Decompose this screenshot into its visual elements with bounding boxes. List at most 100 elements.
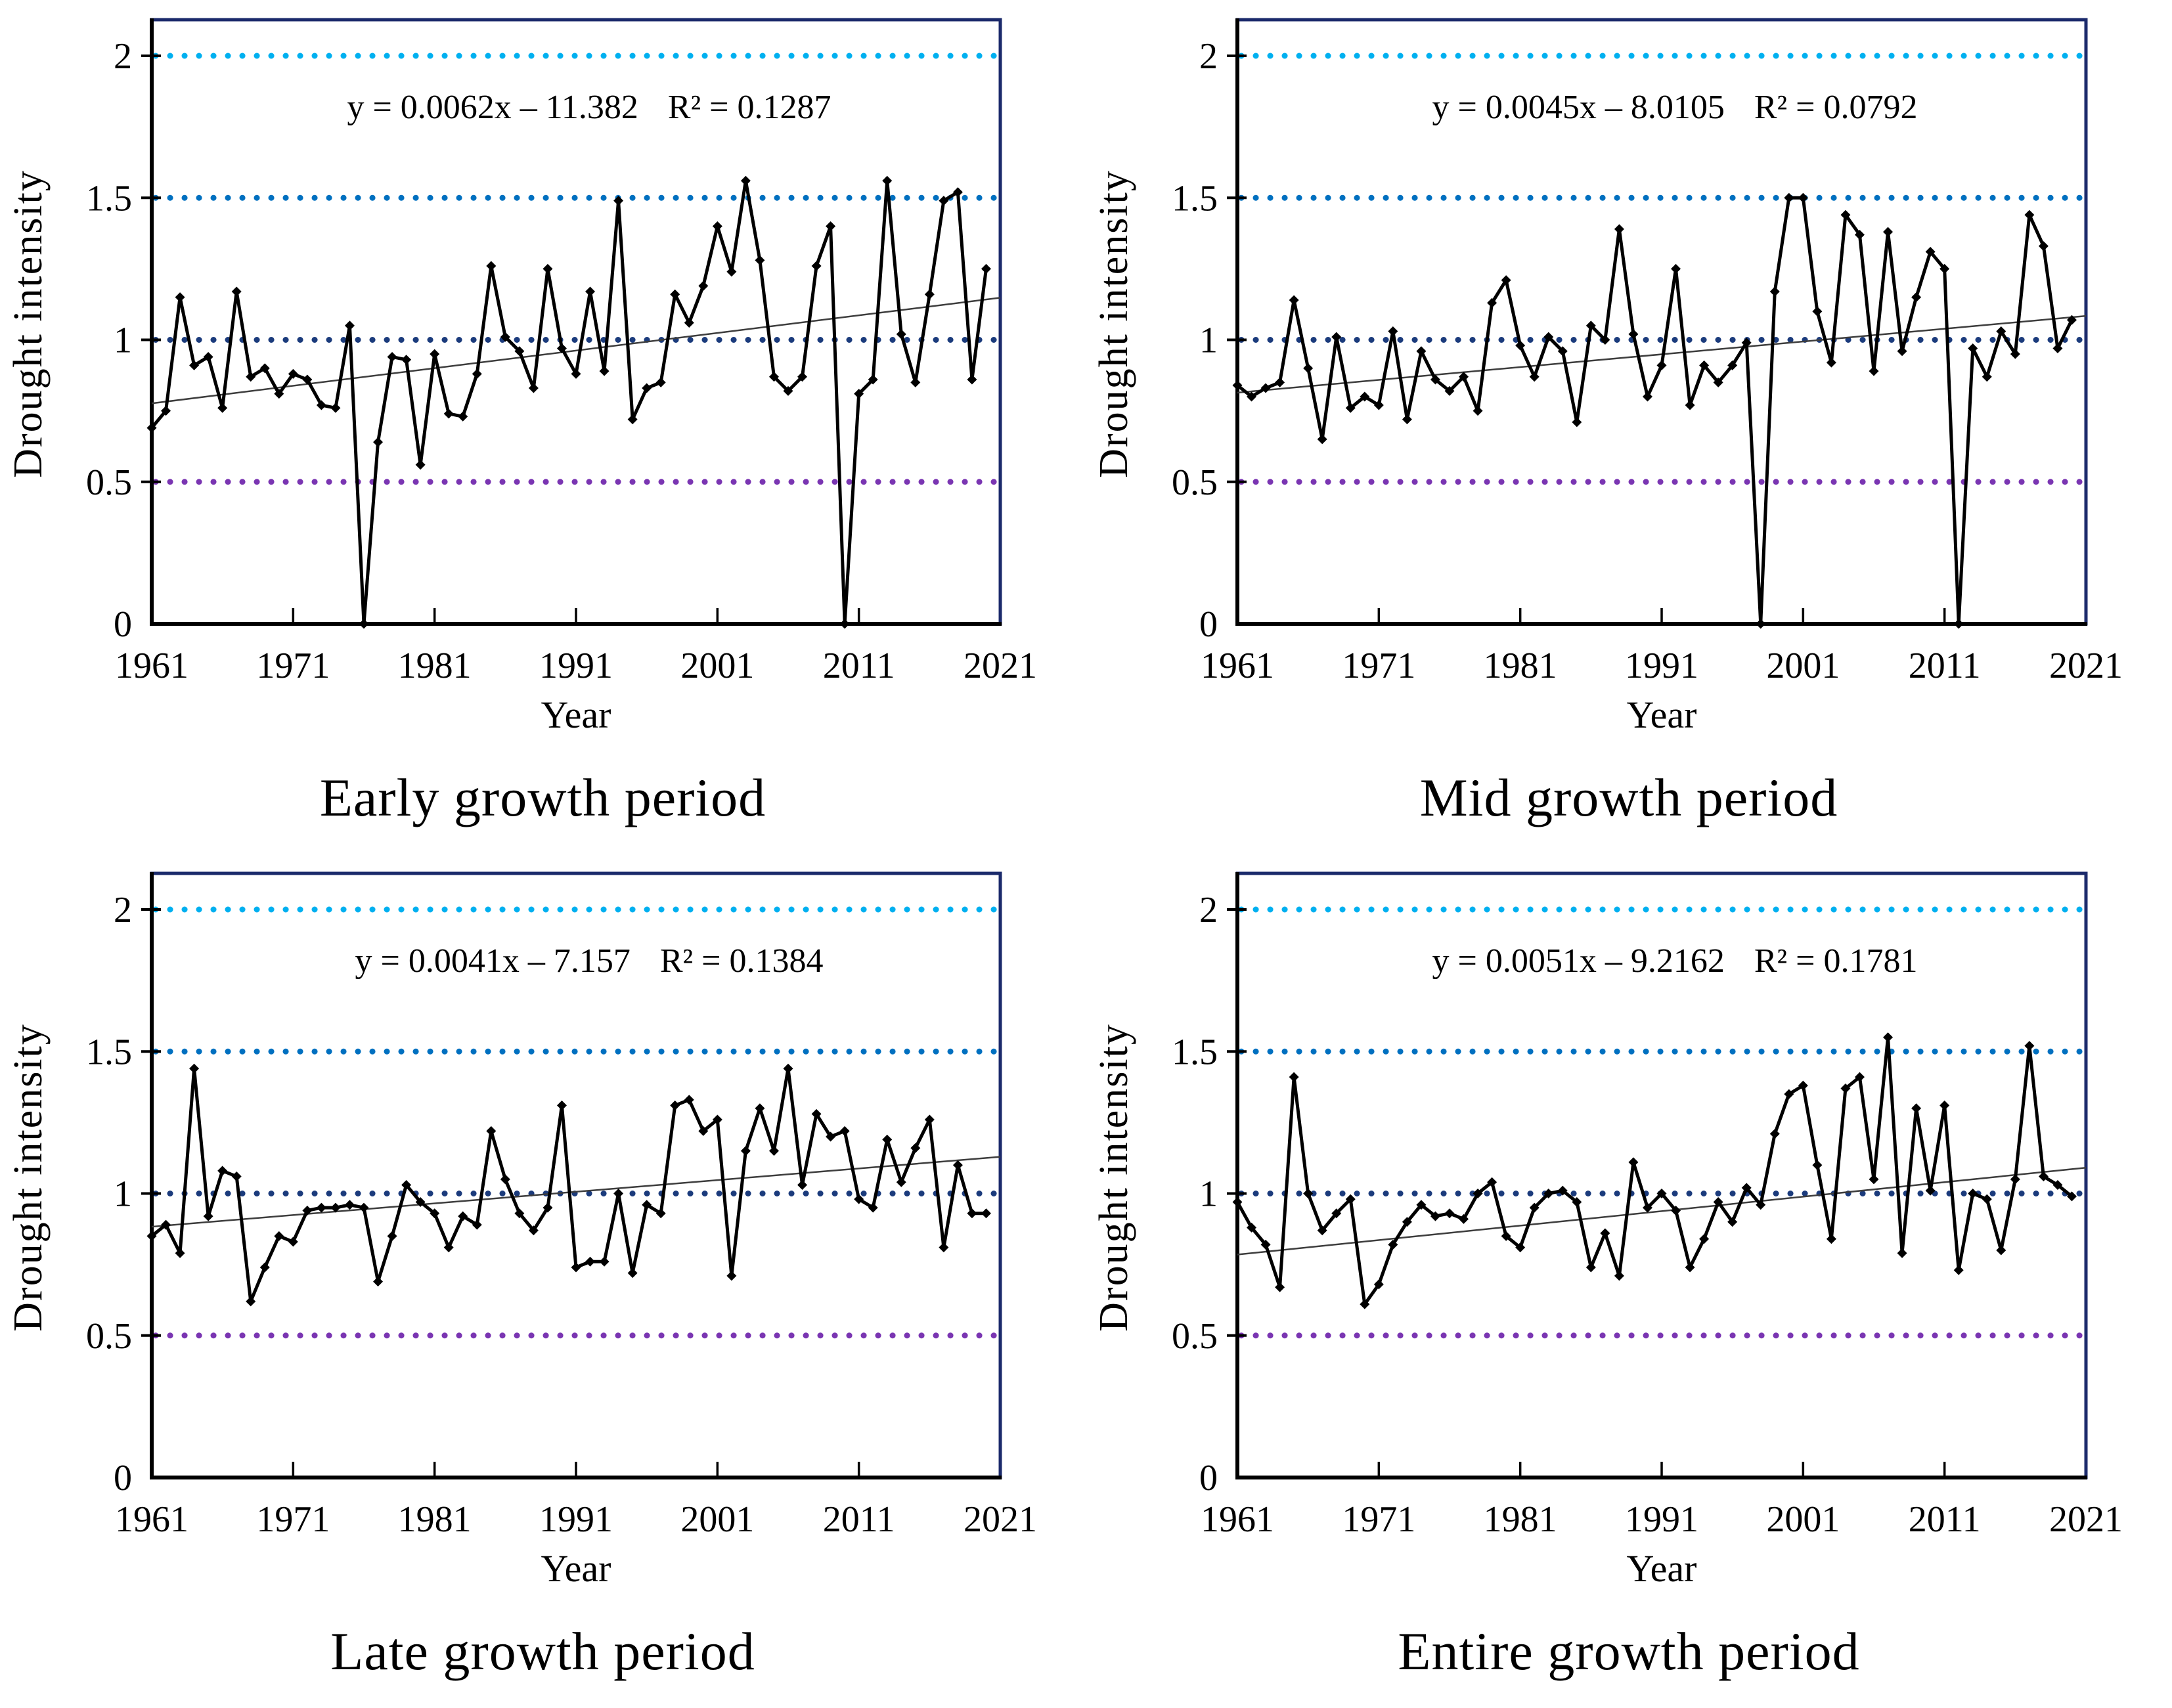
data-point-marker — [740, 1146, 751, 1156]
data-point-marker — [1826, 1234, 1836, 1244]
y-tick-label: 0 — [114, 604, 132, 645]
data-point-marker — [430, 349, 440, 359]
data-point-marker — [1232, 380, 1243, 391]
y-tick-label: 1 — [1199, 1174, 1218, 1215]
data-point-marker — [1430, 374, 1440, 385]
data-point-marker — [1600, 335, 1610, 345]
x-tick-label: 2001 — [1766, 646, 1840, 686]
data-point-marker — [1642, 391, 1652, 402]
data-point-marker — [1289, 295, 1299, 305]
data-point-marker — [1360, 1299, 1370, 1309]
data-point-marker — [1515, 340, 1526, 351]
data-point-marker — [1939, 263, 1950, 274]
data-point-marker — [1911, 1103, 1922, 1114]
data-point-marker — [967, 374, 977, 385]
data-point-marker — [1996, 1245, 2006, 1256]
data-point-marker — [967, 1208, 977, 1219]
y-tick-label: 1 — [114, 1174, 132, 1215]
data-point-marker — [528, 383, 539, 393]
trend-line — [151, 297, 1001, 405]
trend-line — [1237, 1166, 2087, 1256]
y-tick-label: 2 — [114, 36, 132, 77]
data-point-marker — [2024, 209, 2035, 220]
data-point-marker — [1826, 357, 1836, 368]
data-point-marker — [910, 1143, 921, 1153]
data-point-marker — [344, 320, 355, 331]
data-point-marker — [1769, 1129, 1780, 1139]
data-point-marker — [274, 1231, 284, 1241]
data-point-marker — [670, 1100, 680, 1110]
data-point-marker — [189, 360, 200, 370]
data-point-marker — [430, 1208, 440, 1219]
data-point-marker — [458, 411, 468, 422]
x-tick-label: 2021 — [2049, 1499, 2123, 1540]
data-point-markers — [1232, 1032, 2077, 1309]
data-point-marker — [1953, 619, 1964, 629]
data-point-marker — [2052, 1180, 2063, 1191]
y-axis-title: Drought intensity — [6, 1023, 51, 1332]
data-point-marker — [768, 1146, 779, 1156]
panel-title: Entire growth period — [1398, 1621, 1860, 1681]
data-point-marker — [726, 1271, 737, 1281]
data-point-marker — [486, 261, 497, 271]
data-point-marker — [981, 263, 991, 274]
data-point-marker — [1402, 414, 1412, 425]
data-point-marker — [1968, 1189, 1978, 1198]
data-point-marker — [1473, 406, 1483, 416]
data-point-marker — [599, 366, 609, 376]
x-tick-label: 1971 — [256, 646, 330, 686]
data-point-marker — [981, 1208, 991, 1219]
data-point-marker — [1247, 1222, 1257, 1233]
data-point-marker — [698, 1126, 709, 1136]
data-point-marker — [839, 619, 850, 629]
data-point-marker — [1331, 1208, 1342, 1219]
data-point-marker — [1812, 1160, 1823, 1170]
data-point-marker — [2038, 241, 2049, 252]
data-point-marker — [642, 383, 652, 393]
data-point-marker — [1982, 1194, 1992, 1204]
y-tick-label: 1.5 — [1172, 178, 1218, 219]
data-point-marker — [1939, 1100, 1950, 1110]
data-point-marker — [1784, 192, 1794, 203]
data-point-marker — [1289, 1072, 1299, 1082]
data-point-marker — [330, 403, 341, 413]
data-point-marker — [330, 1202, 341, 1213]
data-point-marker — [146, 423, 157, 433]
data-point-marker — [670, 289, 680, 299]
chart-mid-growth-period: y = 0.0045x – 8.0105 R² = 0.0792 0 0.5 1 1.5 2… — [1092, 18, 2123, 736]
data-point-marker — [1727, 1217, 1738, 1227]
data-point-marker — [896, 1177, 906, 1187]
data-point-marker — [288, 368, 298, 379]
data-point-marker — [585, 1256, 596, 1267]
data-point-marker — [443, 1242, 454, 1253]
data-point-marker — [1232, 1196, 1243, 1207]
x-tick-label: 2011 — [1909, 646, 1981, 686]
x-tick-label: 1981 — [398, 1499, 472, 1540]
data-point-marker — [1373, 1279, 1384, 1290]
x-tick-label: 2001 — [1766, 1499, 1840, 1540]
data-point-marker — [161, 1219, 171, 1230]
data-point-marker — [1741, 338, 1752, 348]
data-point-marker — [783, 1063, 793, 1074]
data-point-marker — [359, 1202, 369, 1213]
data-point-marker — [246, 372, 256, 382]
data-point-marker — [571, 368, 581, 379]
y-tick-label: 0 — [1199, 604, 1218, 645]
data-point-marker — [514, 346, 525, 357]
data-point-marker — [1854, 1072, 1865, 1082]
chart-late-growth-period: y = 0.0041x – 7.157 R² = 0.1384 0 0.5 1 1.5 2 1… — [6, 871, 1037, 1590]
x-tick-label: 2011 — [823, 646, 895, 686]
data-point-marker — [1501, 275, 1511, 286]
data-point-marker — [401, 1180, 412, 1191]
data-point-marker — [274, 389, 284, 399]
data-point-marker — [1699, 1234, 1710, 1244]
data-point-marker — [2066, 315, 2077, 325]
data-point-marker — [627, 414, 638, 425]
data-series-line — [150, 179, 988, 626]
data-point-marker — [1416, 1200, 1427, 1210]
data-point-marker — [1897, 1248, 1907, 1258]
data-point-marker — [1345, 403, 1356, 413]
data-point-marker — [1303, 1189, 1314, 1198]
y-tick-label: 0 — [1199, 1458, 1218, 1499]
data-point-marker — [896, 329, 906, 339]
